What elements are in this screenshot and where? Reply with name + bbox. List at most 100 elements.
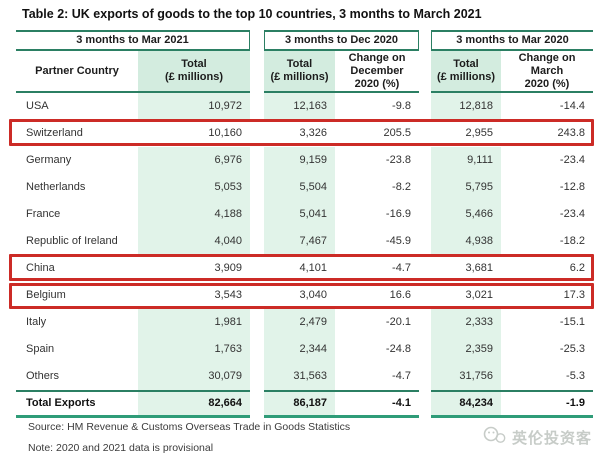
watermark-logo-icon xyxy=(482,425,508,450)
value-cell: 9,159 xyxy=(264,147,335,174)
column-gap xyxy=(250,30,264,51)
column-header-partner-country: Partner Country xyxy=(16,51,138,93)
group-header-mar-2020: 3 months to Mar 2020 xyxy=(431,30,593,51)
column-gap xyxy=(419,336,431,363)
country-cell: France xyxy=(26,208,61,220)
value-cell: 31,756 xyxy=(431,363,501,390)
column-gap xyxy=(419,30,431,51)
country-cell: Germany xyxy=(26,154,72,166)
value-cell: -23.8 xyxy=(385,154,411,166)
country-cell: Spain xyxy=(26,343,55,355)
table-row-belgium: Belgium 3,543 3,040 16.6 3,021 17.3 xyxy=(16,282,593,309)
value-cell: 10,972 xyxy=(138,93,250,120)
table-row-germany: Germany 6,976 9,159 -23.8 9,111 -23.4 xyxy=(16,147,593,174)
column-header-row: Partner Country Total (£ millions) Total… xyxy=(16,51,593,93)
value-cell: 3,543 xyxy=(138,282,250,309)
group-header-row: 3 months to Mar 2021 3 months to Dec 202… xyxy=(16,30,593,51)
table-row-switzerland: Switzerland 10,160 3,326 205.5 2,955 243… xyxy=(16,120,593,147)
column-gap xyxy=(250,228,264,255)
column-gap xyxy=(419,309,431,336)
column-header-total-mar-2020: Total (£ millions) xyxy=(431,51,501,93)
value-cell: 17.3 xyxy=(501,282,593,309)
table-row-china: China 3,909 4,101 -4.7 3,681 6.2 xyxy=(16,255,593,282)
table-row-others: Others 30,079 31,563 -4.7 31,756 -5.3 xyxy=(16,363,593,390)
value-cell: 7,467 xyxy=(264,228,335,255)
total-value-cell: 84,234 xyxy=(431,390,501,418)
group-header-dec-2020: 3 months to Dec 2020 xyxy=(264,30,419,51)
value-cell: 4,188 xyxy=(138,201,250,228)
value-cell: -23.4 xyxy=(559,154,585,166)
column-gap xyxy=(250,174,264,201)
column-gap xyxy=(419,255,431,282)
column-gap xyxy=(419,201,431,228)
value-cell: 16.6 xyxy=(335,282,419,309)
country-cell: Netherlands xyxy=(26,181,86,193)
column-gap xyxy=(419,282,431,309)
value-cell: 3,681 xyxy=(431,255,501,282)
value-cell: 3,326 xyxy=(264,120,335,147)
value-cell: 4,101 xyxy=(264,255,335,282)
country-cell: Italy xyxy=(26,316,47,328)
value-cell: -18.2 xyxy=(559,235,585,247)
value-cell: 1,981 xyxy=(138,309,250,336)
column-gap xyxy=(419,120,431,147)
value-cell: 1,763 xyxy=(138,336,250,363)
table-row-netherlands: Netherlands 5,053 5,504 -8.2 5,795 -12.8 xyxy=(16,174,593,201)
total-value-cell: -4.1 xyxy=(335,390,419,418)
column-header-change-december: Change on December 2020 (%) xyxy=(335,51,419,93)
country-cell: China xyxy=(16,255,138,282)
country-cell: Others xyxy=(26,370,60,382)
value-cell: 12,163 xyxy=(264,93,335,120)
value-cell: -15.1 xyxy=(559,316,585,328)
country-cell: Switzerland xyxy=(16,120,138,147)
exports-table: 3 months to Mar 2021 3 months to Dec 202… xyxy=(16,30,593,418)
value-cell: 2,359 xyxy=(431,336,501,363)
value-cell: 5,504 xyxy=(264,174,335,201)
total-label: Total Exports xyxy=(16,390,138,418)
country-cell: Republic of Ireland xyxy=(26,235,118,247)
value-cell: -20.1 xyxy=(385,316,411,328)
value-cell: 6,976 xyxy=(138,147,250,174)
column-gap xyxy=(250,51,264,93)
value-cell: -12.8 xyxy=(559,181,585,193)
page-title: Table 2: UK exports of goods to the top … xyxy=(22,7,482,21)
table-row-france: France 4,188 5,041 -16.9 5,466 -23.4 xyxy=(16,201,593,228)
total-value-cell: 82,664 xyxy=(138,390,250,418)
value-cell: 243.8 xyxy=(501,120,593,147)
value-cell: 30,079 xyxy=(138,363,250,390)
value-cell: 4,040 xyxy=(138,228,250,255)
value-cell: -5.3 xyxy=(566,370,585,382)
value-cell: -4.7 xyxy=(392,370,411,382)
column-gap xyxy=(250,336,264,363)
column-gap xyxy=(250,309,264,336)
value-cell: 2,344 xyxy=(264,336,335,363)
value-cell: 12,818 xyxy=(431,93,501,120)
column-header-change-march: Change on March 2020 (%) xyxy=(501,51,593,93)
value-cell: 2,333 xyxy=(431,309,501,336)
value-cell: -16.9 xyxy=(385,208,411,220)
value-cell: 9,111 xyxy=(431,147,501,174)
value-cell: -25.3 xyxy=(559,343,585,355)
value-cell: -14.4 xyxy=(559,100,585,112)
total-value-cell: -1.9 xyxy=(501,390,593,418)
value-cell: 5,466 xyxy=(431,201,501,228)
value-cell: -45.9 xyxy=(385,235,411,247)
column-header-total-mar-2021: Total (£ millions) xyxy=(138,51,250,93)
country-cell: Belgium xyxy=(16,282,138,309)
value-cell: 4,938 xyxy=(431,228,501,255)
column-gap xyxy=(250,390,264,418)
value-cell: 5,041 xyxy=(264,201,335,228)
column-gap xyxy=(419,174,431,201)
column-gap xyxy=(250,147,264,174)
total-row: Total Exports 82,664 86,187 -4.1 84,234 … xyxy=(16,390,593,418)
value-cell: 5,053 xyxy=(138,174,250,201)
watermark-text: 英伦投资客 xyxy=(511,430,592,447)
column-gap xyxy=(419,363,431,390)
total-value-cell: 86,187 xyxy=(264,390,335,418)
table-row-italy: Italy 1,981 2,479 -20.1 2,333 -15.1 xyxy=(16,309,593,336)
source-text: Source: HM Revenue & Customs Overseas Tr… xyxy=(28,421,351,433)
value-cell: -8.2 xyxy=(392,181,411,193)
column-gap xyxy=(419,390,431,418)
column-header-total-dec-2020: Total (£ millions) xyxy=(264,51,335,93)
